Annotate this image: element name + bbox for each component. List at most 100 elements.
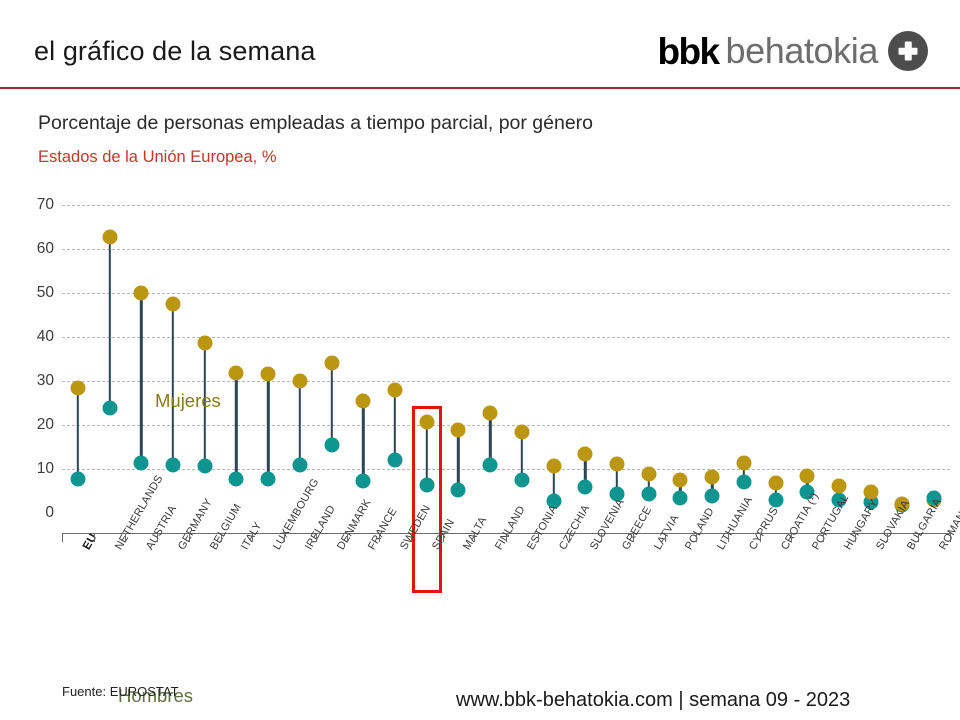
data-point-men [387, 452, 403, 468]
data-point-men [577, 479, 593, 495]
data-point-men [736, 474, 752, 490]
data-point-men [926, 490, 942, 506]
source-note: Fuente: EUROSTAT [62, 684, 179, 699]
connector-stem [679, 479, 682, 498]
x-axis-tick [62, 533, 63, 542]
x-axis-tick [315, 533, 317, 542]
data-point-men [704, 488, 720, 504]
data-point-men [831, 492, 847, 508]
data-point-women [768, 475, 784, 491]
x-axis-tick [918, 533, 920, 542]
connector-stem [710, 477, 714, 496]
y-axis-tick-label: 10 [36, 460, 54, 477]
data-point-men [641, 486, 657, 502]
x-axis-tick [188, 533, 190, 542]
plus-icon [888, 31, 928, 71]
connector-stem [76, 388, 80, 479]
x-axis-tick [284, 533, 285, 542]
data-point-women [736, 455, 752, 471]
chart-subtitle: Porcentaje de personas empleadas a tiemp… [38, 112, 594, 134]
connector-stem [457, 430, 460, 491]
x-axis-tick [601, 533, 603, 542]
gridline [62, 249, 950, 250]
gridline [62, 381, 950, 382]
gridline [62, 293, 950, 294]
data-point-women [165, 296, 181, 312]
series-label-men: Hombres [118, 685, 194, 706]
connector-stem [235, 373, 238, 480]
x-axis-tick [410, 533, 412, 542]
x-axis-tick [664, 533, 666, 542]
x-axis-tick [728, 533, 729, 542]
x-axis-tick [347, 533, 349, 542]
data-point-men [324, 437, 340, 453]
x-axis-tick [474, 533, 476, 542]
data-point-men [260, 471, 276, 487]
data-point-men [482, 457, 498, 473]
data-point-women [387, 382, 403, 398]
data-point-women [450, 422, 466, 438]
data-point-men [450, 482, 466, 498]
data-point-women [197, 335, 213, 351]
x-axis-tick [157, 533, 159, 542]
logo-brand-light: behatokia [725, 30, 878, 71]
connector-stem [362, 400, 365, 481]
data-point-men [102, 400, 118, 416]
data-point-men [672, 490, 688, 506]
x-axis-tick [759, 533, 761, 542]
connector-stem [330, 363, 333, 445]
data-point-women [799, 468, 815, 484]
chart-scope-label: Estados de la Unión Europea, % [38, 148, 277, 166]
x-axis-tick [950, 533, 951, 542]
gridline [62, 205, 950, 206]
data-point-women [292, 373, 308, 389]
gridline [62, 469, 950, 470]
x-axis-tick [886, 533, 888, 542]
x-axis-tick [569, 533, 571, 542]
data-point-women [70, 380, 86, 396]
gridline [62, 337, 950, 338]
x-axis-tick [220, 533, 222, 542]
footer-website: www.bbk-behatokia.com | semana 09 - 2023 [456, 689, 851, 711]
logo-brand-bold: bbk [657, 30, 720, 72]
y-axis-ticks: 0 10 20 30 40 50 60 70 [10, 196, 54, 521]
data-point-women [482, 405, 498, 421]
y-axis-tick-label: 50 [36, 284, 54, 301]
x-axis-tick [696, 533, 698, 542]
data-point-women [641, 466, 657, 482]
y-axis-tick-label: 70 [36, 196, 54, 213]
x-axis-tick [854, 533, 856, 542]
connector-stem [774, 483, 777, 500]
y-axis-tick-label: 20 [36, 416, 54, 433]
data-point-women [324, 355, 340, 371]
data-point-women [894, 496, 910, 512]
data-point-men [514, 472, 530, 488]
data-point-women [609, 456, 625, 472]
x-axis-tick [632, 533, 634, 542]
data-point-men [609, 486, 625, 502]
data-point-men [133, 455, 149, 471]
x-axis-tick [252, 533, 254, 542]
data-point-men [70, 471, 86, 487]
data-point-men [292, 457, 308, 473]
data-point-women [863, 484, 879, 500]
data-point-women [514, 424, 530, 440]
data-point-women [546, 458, 562, 474]
data-point-women [672, 472, 688, 488]
x-axis-tick [537, 533, 539, 542]
page-header: el gráfico de la semana bbk behatokia [0, 0, 960, 89]
connector-stem [171, 303, 175, 466]
connector-stem [203, 342, 206, 466]
data-point-women [102, 229, 118, 245]
x-axis-tick [93, 533, 95, 542]
spain-highlight-box [411, 405, 442, 593]
connector-stem [140, 293, 143, 463]
data-point-women [831, 478, 847, 494]
header-divider [0, 87, 960, 89]
x-axis-tick [506, 533, 507, 542]
plot-area [62, 205, 950, 513]
data-point-men [197, 458, 213, 474]
y-axis-tick-label: 40 [36, 328, 54, 345]
gridline [62, 425, 950, 426]
